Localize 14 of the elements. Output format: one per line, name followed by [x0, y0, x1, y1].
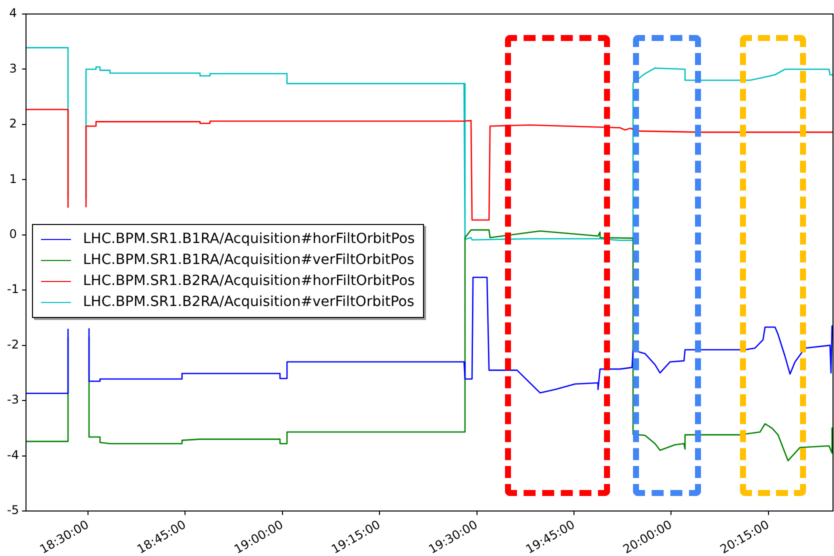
- y-tick-label: 1: [9, 172, 17, 186]
- y-tick-label: -1: [7, 282, 19, 296]
- y-tick-label: -4: [7, 448, 19, 462]
- y-tick-label: -3: [7, 392, 19, 407]
- y-tick-label: -2: [7, 337, 19, 352]
- y-tick-label: 3: [9, 61, 17, 76]
- legend-label: LHC.BPM.SR1.B1RA/Acquisition#verFiltOrbitPos: [83, 250, 414, 270]
- y-tick-label: 0: [9, 227, 17, 242]
- legend-label: LHC.BPM.SR1.B2RA/Acquisition#verFiltOrbitPos: [83, 292, 414, 312]
- y-tick-label: -5: [7, 503, 19, 518]
- legend-label: LHC.BPM.SR1.B1RA/Acquisition#horFiltOrbitPos: [83, 230, 415, 248]
- y-tick-label: 2: [9, 116, 17, 131]
- legend-label: LHC.BPM.SR1.B2RA/Acquisition#horFiltOrbitPos: [83, 272, 415, 290]
- y-tick-label: 4: [9, 6, 17, 20]
